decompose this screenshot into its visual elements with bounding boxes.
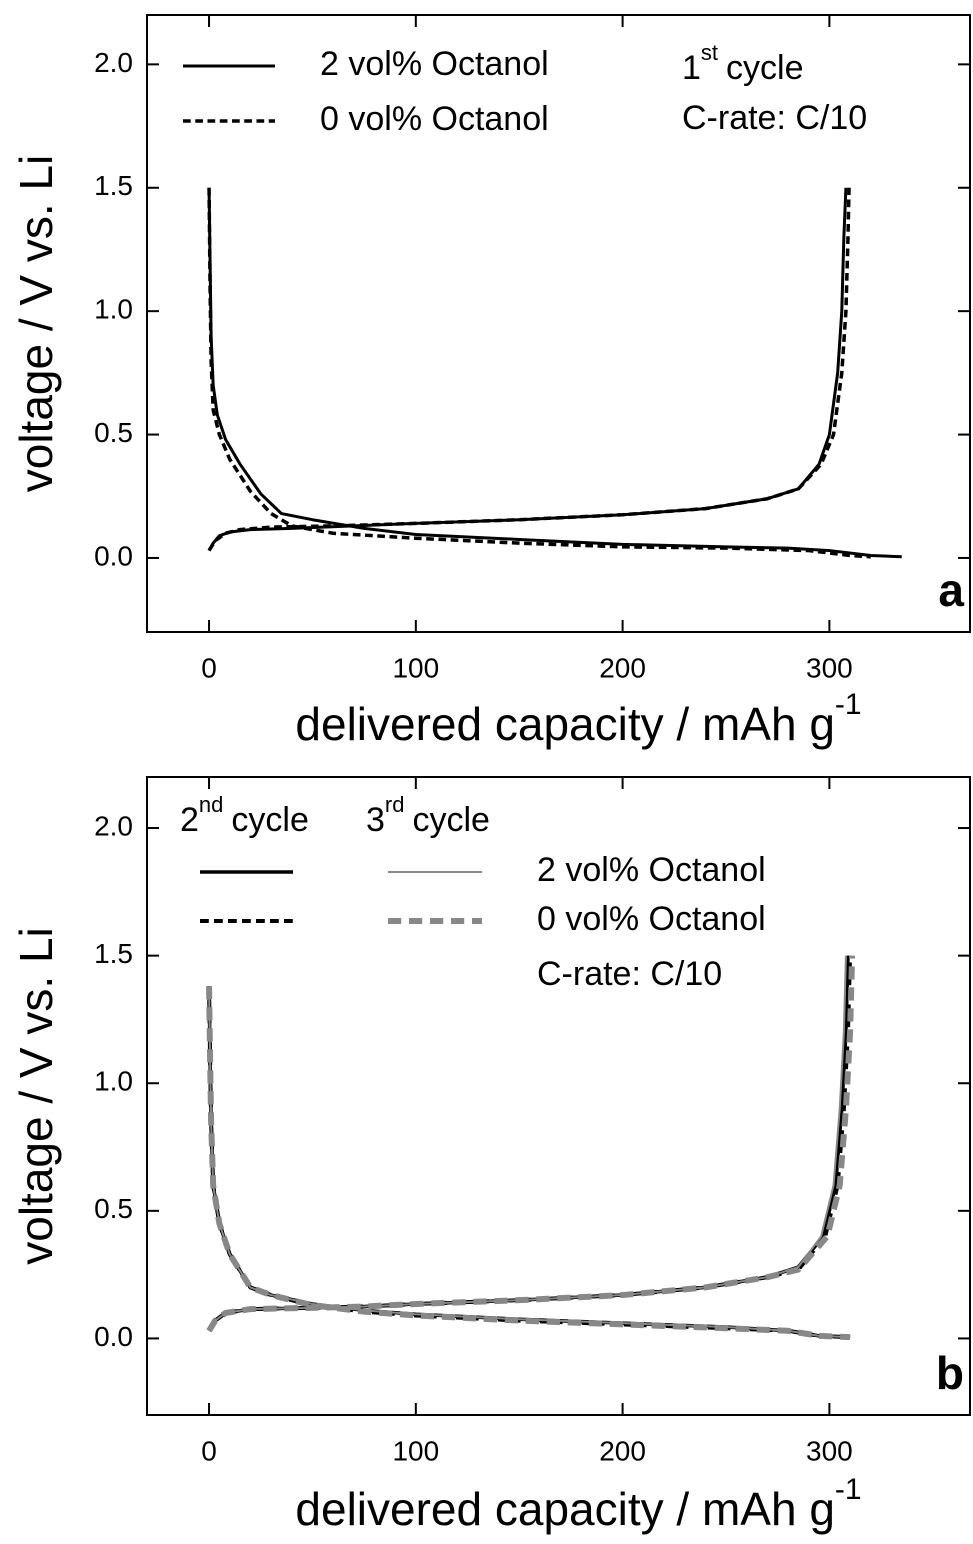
y-tick-label: 2.0: [94, 810, 133, 841]
annotation-number: 1: [682, 49, 701, 87]
annotation-superscript: nd: [199, 792, 223, 817]
x-axis-label: delivered capacity / mAh g-1: [295, 1473, 861, 1535]
x-tick-label: 0: [201, 1435, 217, 1466]
annotation-text: cycle: [231, 801, 308, 839]
x-tick-label: 0: [201, 652, 217, 683]
annotation-text: cycle: [412, 801, 489, 839]
x-tick-label: 100: [392, 652, 439, 683]
annotation-superscript: rd: [385, 792, 405, 817]
annotation-text: cycle: [726, 49, 803, 87]
x-tick-label: 200: [599, 652, 646, 683]
y-axis-label: voltage / V vs. Li: [10, 155, 62, 493]
legend-label: 2 vol% Octanol: [537, 851, 766, 889]
series-line: [207, 187, 902, 559]
annotation-number: 3: [366, 801, 385, 839]
annotation: 3rd cycle: [366, 792, 490, 839]
y-tick-label: 1.0: [94, 294, 133, 325]
legend-label: 2 vol% Octanol: [320, 45, 549, 83]
y-tick-label: 2.0: [94, 47, 133, 78]
series-line: [207, 187, 871, 559]
series-line: [206, 955, 856, 1341]
x-axis-label-superscript: -1: [835, 688, 862, 721]
panel-label: b: [936, 1347, 964, 1399]
y-tick-label: 0.5: [94, 417, 133, 448]
plot-frame: [146, 14, 971, 633]
x-tick-label: 300: [806, 652, 853, 683]
x-tick-label: 100: [392, 1435, 439, 1466]
y-tick-label: 0.5: [94, 1193, 133, 1224]
panel-label: a: [938, 564, 964, 616]
annotation-number: 2: [180, 801, 199, 839]
x-axis-label-superscript: -1: [835, 1473, 862, 1506]
legend-label: 0 vol% Octanol: [320, 100, 549, 138]
annotation: C-rate: C/10: [537, 955, 722, 993]
y-tick-label: 0.0: [94, 1321, 133, 1352]
annotation: 2nd cycle: [180, 792, 309, 839]
y-axis-label: voltage / V vs. Li: [10, 927, 62, 1265]
y-tick-label: 1.5: [94, 170, 133, 201]
legend-label: 0 vol% Octanol: [537, 900, 766, 938]
x-axis-label-text: delivered capacity / mAh g: [295, 1483, 835, 1535]
annotation: C-rate: C/10: [682, 99, 867, 137]
x-tick-label: 300: [806, 1435, 853, 1466]
annotation-superscript: st: [701, 40, 718, 65]
y-tick-label: 1.5: [94, 938, 133, 969]
plot-frame: [146, 776, 971, 1416]
annotation: 1st cycle: [682, 40, 804, 87]
x-tick-label: 200: [599, 1435, 646, 1466]
x-axis-label: delivered capacity / mAh g-1: [295, 688, 861, 750]
y-tick-label: 0.0: [94, 540, 133, 571]
x-axis-label-text: delivered capacity / mAh g: [295, 698, 835, 750]
y-tick-label: 1.0: [94, 1066, 133, 1097]
